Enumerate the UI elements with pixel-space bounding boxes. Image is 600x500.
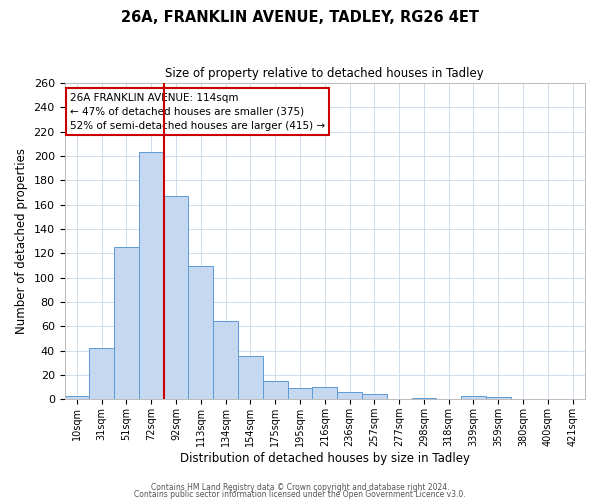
Bar [412, 398, 436, 400]
Bar [287, 388, 313, 400]
Bar [213, 322, 238, 400]
Bar [188, 266, 213, 400]
Bar [461, 396, 486, 400]
Bar [65, 396, 89, 400]
Bar [164, 196, 188, 400]
Text: 26A FRANKLIN AVENUE: 114sqm
← 47% of detached houses are smaller (375)
52% of se: 26A FRANKLIN AVENUE: 114sqm ← 47% of det… [70, 92, 325, 130]
Bar [313, 387, 337, 400]
Text: Contains HM Land Registry data © Crown copyright and database right 2024.: Contains HM Land Registry data © Crown c… [151, 484, 449, 492]
Title: Size of property relative to detached houses in Tadley: Size of property relative to detached ho… [166, 68, 484, 80]
X-axis label: Distribution of detached houses by size in Tadley: Distribution of detached houses by size … [180, 452, 470, 465]
Text: 26A, FRANKLIN AVENUE, TADLEY, RG26 4ET: 26A, FRANKLIN AVENUE, TADLEY, RG26 4ET [121, 10, 479, 25]
Text: Contains public sector information licensed under the Open Government Licence v3: Contains public sector information licen… [134, 490, 466, 499]
Y-axis label: Number of detached properties: Number of detached properties [15, 148, 28, 334]
Bar [362, 394, 387, 400]
Bar [89, 348, 114, 400]
Bar [139, 152, 164, 400]
Bar [337, 392, 362, 400]
Bar [263, 381, 287, 400]
Bar [486, 397, 511, 400]
Bar [238, 356, 263, 400]
Bar [114, 248, 139, 400]
